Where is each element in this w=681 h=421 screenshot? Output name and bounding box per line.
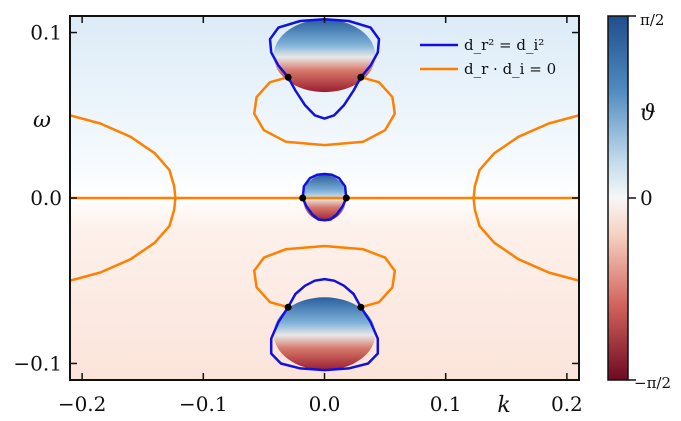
intersection-point-5 — [357, 303, 365, 311]
contour-1-2 — [252, 244, 397, 309]
colorbar-gradient — [607, 15, 629, 381]
colorbar-tick-bottom: −π/2 — [634, 374, 671, 392]
intersection-point-2 — [299, 194, 307, 202]
y-axis-label: ω — [33, 108, 51, 133]
colorbar-tick-mid: 0 — [640, 186, 653, 210]
contour-0-3 — [301, 196, 348, 222]
colorbar-label: ϑ — [640, 101, 656, 126]
contour-1-1 — [252, 75, 397, 147]
x-tick-label: 0.1 — [430, 392, 462, 416]
y-tick-label: 0.0 — [30, 186, 62, 210]
contour-1-3 — [70, 114, 177, 282]
legend-label-orthogonal: d_r · d_i = 0 — [464, 60, 556, 78]
contour-1-4 — [472, 114, 579, 282]
x-axis-label: k — [497, 393, 510, 418]
intersection-point-3 — [342, 194, 350, 202]
y-tick-label: 0.1 — [30, 21, 62, 45]
colorbar-tick-top: π/2 — [640, 11, 664, 29]
x-tick-label: −0.2 — [58, 392, 107, 416]
intersection-point-0 — [284, 73, 292, 81]
contour-0-5 — [269, 305, 380, 372]
contour-0-4 — [286, 277, 363, 309]
contour-0-2 — [301, 172, 348, 200]
x-tick-label: −0.1 — [179, 392, 228, 416]
intersection-point-1 — [357, 73, 365, 81]
legend: d_r² = d_i² d_r · d_i = 0 — [420, 36, 556, 78]
y-tick-label: −0.1 — [13, 351, 62, 375]
legend-label-equal-norm: d_r² = d_i² — [464, 36, 544, 54]
intersection-point-4 — [284, 303, 292, 311]
contour-0-1 — [286, 75, 363, 120]
shaded-lobe-2 — [273, 297, 376, 371]
contour-lines — [70, 18, 579, 372]
colorbar: π/2 0 −π/2 ϑ — [607, 11, 671, 392]
intersection-points — [284, 73, 365, 311]
x-tick-label: 0.2 — [551, 392, 583, 416]
shaded-lobe-0 — [273, 19, 376, 93]
x-tick-label: 0.0 — [309, 392, 341, 416]
axis-ticks: −0.2 −0.1 0.0 0.1 0.2 −0.1 0.0 0.1 — [13, 16, 583, 416]
shaded-regions — [273, 19, 376, 371]
